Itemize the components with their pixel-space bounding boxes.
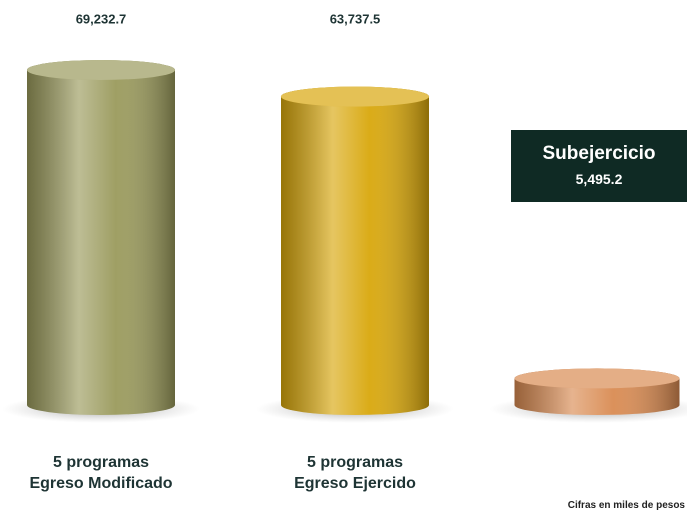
cylinder-shine bbox=[27, 60, 175, 415]
value-label: 63,737.5 bbox=[330, 11, 381, 26]
value-label: 5,495.2 bbox=[575, 171, 623, 187]
category-label: 5 programas Egreso Modificado bbox=[29, 454, 173, 492]
category-label: 5 programas Egreso Ejercido bbox=[294, 454, 416, 492]
cylinder-top-light bbox=[281, 86, 429, 107]
note: Cifras en miles de pesos bbox=[567, 500, 685, 511]
cylinder-top bbox=[27, 60, 175, 80]
value-label: 69,232.7 bbox=[76, 11, 127, 26]
annotation: Subejercicio bbox=[542, 143, 656, 164]
cylinder-top-light bbox=[514, 368, 680, 389]
cylinder-top bbox=[281, 86, 429, 107]
cylinder-top-light bbox=[27, 60, 175, 80]
annotation-box: Subejercicio 5,495.2 bbox=[511, 130, 687, 202]
cylinder-top bbox=[514, 368, 680, 389]
cylinder-shine bbox=[281, 86, 429, 416]
